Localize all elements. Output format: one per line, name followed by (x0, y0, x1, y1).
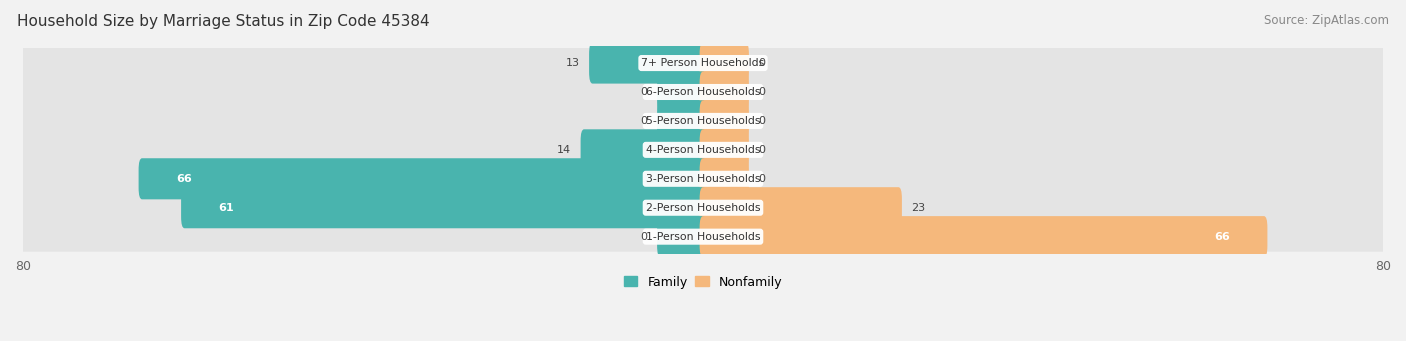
FancyBboxPatch shape (22, 106, 1384, 136)
Text: 0: 0 (758, 174, 765, 184)
Text: 23: 23 (911, 203, 925, 213)
Text: Household Size by Marriage Status in Zip Code 45384: Household Size by Marriage Status in Zip… (17, 14, 429, 29)
Text: 6-Person Households: 6-Person Households (645, 87, 761, 97)
Text: 7+ Person Households: 7+ Person Households (641, 58, 765, 68)
FancyBboxPatch shape (700, 72, 749, 113)
Text: 5-Person Households: 5-Person Households (645, 116, 761, 126)
Text: 0: 0 (758, 87, 765, 97)
FancyBboxPatch shape (181, 187, 706, 228)
FancyBboxPatch shape (700, 100, 749, 142)
FancyBboxPatch shape (657, 216, 706, 257)
FancyBboxPatch shape (589, 43, 706, 84)
FancyBboxPatch shape (22, 193, 1384, 223)
Text: 0: 0 (758, 145, 765, 155)
Text: 0: 0 (641, 87, 648, 97)
Text: 1-Person Households: 1-Person Households (645, 232, 761, 242)
FancyBboxPatch shape (22, 48, 1384, 78)
Text: 2-Person Households: 2-Person Households (645, 203, 761, 213)
FancyBboxPatch shape (700, 158, 749, 199)
Text: Source: ZipAtlas.com: Source: ZipAtlas.com (1264, 14, 1389, 27)
FancyBboxPatch shape (22, 77, 1384, 107)
FancyBboxPatch shape (657, 100, 706, 142)
Text: 0: 0 (641, 232, 648, 242)
FancyBboxPatch shape (22, 222, 1384, 252)
Text: 13: 13 (565, 58, 579, 68)
Text: 0: 0 (758, 58, 765, 68)
Text: 14: 14 (557, 145, 571, 155)
Text: 3-Person Households: 3-Person Households (645, 174, 761, 184)
Text: 0: 0 (641, 116, 648, 126)
Legend: Family, Nonfamily: Family, Nonfamily (619, 271, 787, 294)
Text: 0: 0 (758, 116, 765, 126)
Text: 4-Person Households: 4-Person Households (645, 145, 761, 155)
Text: 61: 61 (218, 203, 235, 213)
FancyBboxPatch shape (657, 72, 706, 113)
Text: 66: 66 (1215, 232, 1230, 242)
FancyBboxPatch shape (581, 129, 706, 170)
FancyBboxPatch shape (700, 216, 1267, 257)
FancyBboxPatch shape (700, 43, 749, 84)
FancyBboxPatch shape (700, 187, 901, 228)
FancyBboxPatch shape (139, 158, 706, 199)
FancyBboxPatch shape (22, 164, 1384, 194)
FancyBboxPatch shape (22, 135, 1384, 165)
Text: 66: 66 (176, 174, 191, 184)
FancyBboxPatch shape (700, 129, 749, 170)
